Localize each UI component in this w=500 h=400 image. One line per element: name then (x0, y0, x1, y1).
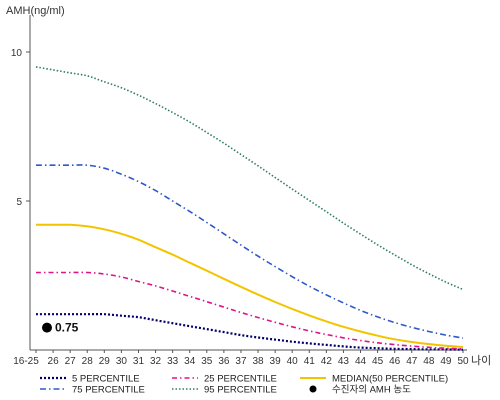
x-tick-label: 16-25 (13, 356, 39, 367)
marker-layer: 0.75 (42, 321, 79, 335)
legend-label: MEDIAN(50 PERCENTILE) (332, 374, 448, 385)
legend-marker-dot (309, 385, 317, 393)
y-tick-label: 5 (16, 197, 22, 208)
series-line-median-50-percentile- (36, 223, 464, 348)
y-tick-label: 10 (11, 48, 23, 59)
series-line-75-percentile (35, 164, 464, 339)
x-tick-label: 34 (184, 356, 196, 367)
x-tick-label: 36 (218, 356, 230, 367)
x-tick-label: 33 (167, 356, 179, 367)
legend-label: 75 PERCENTILE (72, 385, 145, 396)
x-tick-label: 50 (457, 356, 469, 367)
x-tick-label: 45 (372, 356, 384, 367)
x-tick-label: 26 (48, 356, 60, 367)
x-tick-label: 32 (150, 356, 162, 367)
x-tick-label: 39 (270, 356, 282, 367)
x-tick-label: 46 (389, 356, 401, 367)
legend: 5 PERCENTILE 25 PERCENTILE MEDIAN(50 PERCE… (40, 374, 448, 396)
series-layer (35, 66, 464, 351)
x-tick-label: 29 (99, 356, 111, 367)
x-tick-label: 30 (116, 356, 128, 367)
x-axis-title: 나이 (471, 354, 491, 367)
x-tick-label: 42 (321, 356, 333, 367)
x-tick-label: 31 (133, 356, 145, 367)
x-tick-label: 41 (304, 356, 316, 367)
y-axis-title: AMH(ng/ml) (6, 5, 65, 17)
patient-amh-marker (42, 322, 52, 333)
x-tick-label: 38 (252, 356, 264, 367)
x-tick-label: 37 (235, 356, 247, 367)
x-tick-label: 40 (287, 356, 299, 367)
series-line-95-percentile (35, 66, 464, 291)
series-line-25-percentile (35, 271, 464, 350)
x-tick-label: 49 (440, 356, 452, 367)
x-tick-label: 27 (65, 356, 77, 367)
x-tick-label: 43 (338, 356, 350, 367)
axes: AMH(ng/ml) 10 5 16-25 26 27 28 29 30 31 32 33 34 35 36… (6, 5, 491, 367)
legend-label: 5 PERCENTILE (72, 374, 140, 385)
x-tick-label: 35 (201, 356, 213, 367)
legend-label: 95 PERCENTILE (204, 385, 277, 396)
patient-amh-value-label: 0.75 (55, 321, 79, 335)
legend-label: 25 PERCENTILE (204, 374, 277, 385)
x-tick-label: 48 (423, 356, 435, 367)
series-line-5-percentile (36, 313, 464, 351)
x-tick-label: 47 (406, 356, 418, 367)
x-tick-label: 44 (355, 356, 367, 367)
x-tick-label: 28 (82, 356, 94, 367)
legend-marker-label: 수진자의 AMH 농도 (332, 385, 411, 396)
